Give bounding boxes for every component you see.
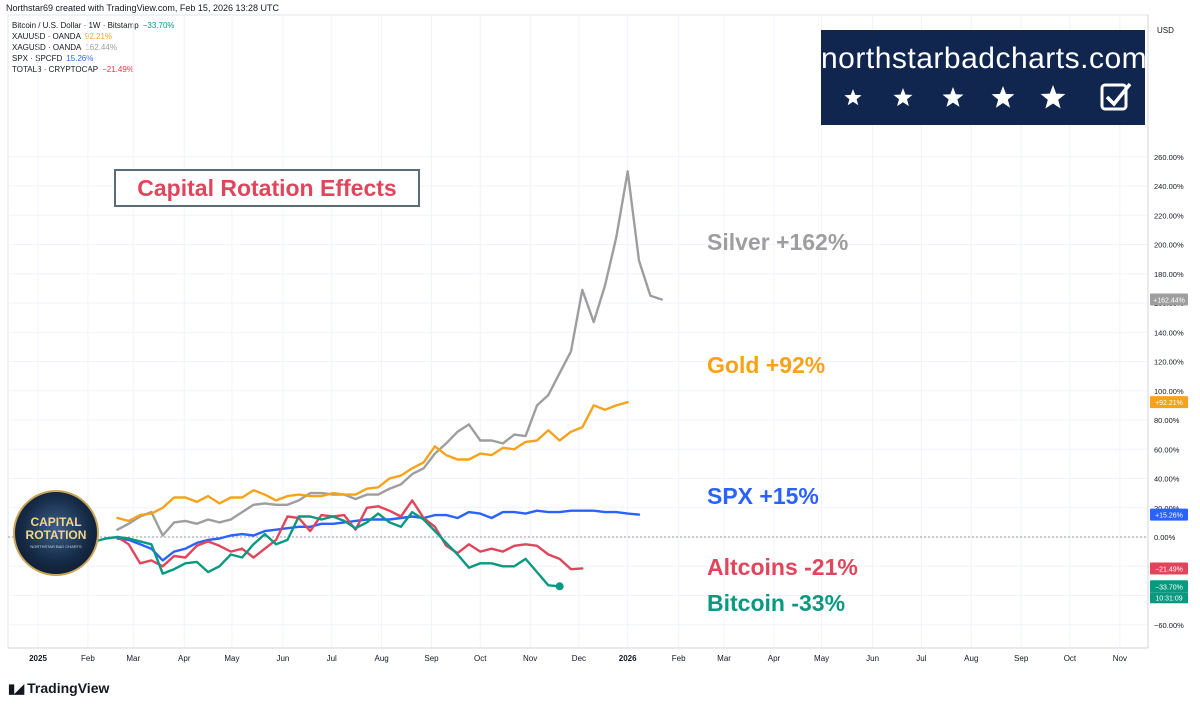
star-icon: [893, 88, 913, 107]
checkmark: [1105, 82, 1132, 107]
axis-value-tag-text: −21.49%: [1155, 566, 1183, 573]
x-tick-label: Mar: [717, 654, 731, 663]
legend-row[interactable]: XAUUSD · OANDA 92.21%: [12, 31, 175, 42]
x-tick-label: Jul: [916, 654, 926, 663]
axis-value-tag-text: +162.44%: [1153, 297, 1185, 304]
rating-stars: [844, 82, 1132, 111]
star-icon: [1040, 85, 1066, 109]
legend-value: −21.49%: [102, 65, 134, 74]
x-tick-label: Oct: [474, 654, 487, 663]
y-tick-label: 40.00%: [1154, 475, 1180, 484]
axis-value-tag-text: +92.21%: [1155, 400, 1183, 407]
legend-row[interactable]: TOTAL3 · CRYPTOCAP −21.49%: [12, 64, 175, 75]
legend-value: 15.26%: [66, 54, 94, 63]
y-tick-label: 60.00%: [1154, 445, 1180, 454]
series-legend: Bitcoin / U.S. Dollar · 1W · Bitstamp −33…: [12, 20, 175, 75]
tradingview-logo-icon: ▮◢: [8, 681, 24, 696]
x-tick-label: 2025: [29, 654, 47, 663]
chart-title: Capital Rotation Effects: [114, 169, 420, 207]
brand-text: northstarbadcharts.com: [821, 42, 1148, 75]
x-tick-label: May: [814, 654, 829, 663]
axis-countdown-text: 10:31:09: [1155, 595, 1182, 602]
legend-label: Bitcoin / U.S. Dollar · 1W · Bitstamp: [12, 21, 139, 30]
series-annotation-altcoins: Altcoins -21%: [707, 554, 858, 580]
series-line-spx[interactable]: [116, 509, 641, 562]
series-annotation-silver: Silver +162%: [707, 229, 848, 255]
y-tick-label: 120.00%: [1154, 358, 1184, 367]
x-tick-label: Nov: [1113, 654, 1127, 663]
y-tick-label: 260.00%: [1154, 153, 1184, 162]
tradingview-logo-text: TradingView: [27, 680, 110, 696]
x-tick-label: Aug: [964, 654, 978, 663]
brand-banner: northstarbadcharts.com: [821, 30, 1148, 125]
legend-row[interactable]: SPX · SPCFD 15.26%: [12, 53, 175, 64]
star-icon: [942, 87, 964, 107]
y-tick-label: 20.00%: [1154, 504, 1180, 513]
legend-row[interactable]: XAGUSD · OANDA 162.44%: [12, 42, 175, 53]
legend-value: −33.70%: [142, 21, 175, 30]
legend-label: XAUUSD · OANDA: [12, 32, 81, 41]
series-line-bitcoin[interactable]: [36, 510, 561, 588]
y-axis-unit-label: USD: [1157, 26, 1174, 35]
x-tick-label: Dec: [572, 654, 586, 663]
legend-value: 92.21%: [84, 32, 113, 41]
y-tick-label: 100.00%: [1154, 387, 1184, 396]
axis-value-tag-bitcoin: [1150, 580, 1188, 593]
star-icon: [991, 86, 1015, 108]
checkbox-frame: [1100, 83, 1128, 111]
legend-value: 162.44%: [85, 43, 117, 52]
x-tick-label: Nov: [523, 654, 537, 663]
y-tick-label: 240.00%: [1154, 182, 1184, 191]
chart-header-text: Northstar69 created with TradingView.com…: [6, 3, 279, 13]
y-tick-label: 180.00%: [1154, 270, 1184, 279]
axis-value-tag-silver: [1150, 293, 1188, 306]
y-tick-label: 200.00%: [1154, 241, 1184, 250]
x-tick-label: Feb: [672, 654, 686, 663]
logo-line-2: ROTATION: [25, 528, 87, 542]
x-tick-label: May: [224, 654, 239, 663]
legend-label: SPX · SPCFD: [12, 54, 63, 63]
logo-line-3: NORTHSTAR BAD CHARTS: [30, 544, 82, 549]
x-tick-label: Mar: [126, 654, 140, 663]
x-tick-label: Sep: [424, 654, 439, 663]
capital-rotation-logo: CAPITAL ROTATION NORTHSTAR BAD CHARTS: [13, 490, 99, 576]
legend-label: XAGUSD · OANDA: [12, 43, 82, 52]
axis-value-tag-gold: [1150, 396, 1188, 409]
y-tick-label: 0.00%: [1154, 533, 1176, 542]
y-tick-label: 220.00%: [1154, 211, 1184, 220]
series-line-altcoins[interactable]: [116, 499, 584, 571]
axis-countdown-tag: [1150, 592, 1188, 604]
y-tick-label: −60.00%: [1154, 621, 1184, 630]
series-endpoint-bitcoin: [555, 582, 564, 591]
legend-row[interactable]: Bitcoin / U.S. Dollar · 1W · Bitstamp −33…: [12, 20, 175, 31]
x-tick-label: Jun: [866, 654, 879, 663]
x-tick-label: Sep: [1014, 654, 1029, 663]
axis-value-tag-altcoins: [1150, 562, 1188, 575]
x-tick-label: Apr: [178, 654, 191, 663]
legend-label: TOTAL3 · CRYPTOCAP: [12, 65, 99, 74]
series-line-silver[interactable]: [116, 170, 663, 537]
x-tick-label: Oct: [1064, 654, 1077, 663]
x-tick-label: Feb: [81, 654, 95, 663]
tradingview-logo[interactable]: ▮◢ TradingView: [8, 680, 109, 697]
series-annotation-spx: SPX +15%: [707, 483, 819, 509]
axis-value-tag-text: +15.26%: [1155, 513, 1183, 520]
y-tick-label: 140.00%: [1154, 328, 1184, 337]
x-tick-label: Apr: [768, 654, 781, 663]
x-tick-label: Jun: [276, 654, 289, 663]
x-tick-label: 2026: [619, 654, 637, 663]
axis-value-tag-text: −33.70%: [1155, 584, 1183, 591]
y-tick-label: 80.00%: [1154, 416, 1180, 425]
logo-line-1: CAPITAL: [30, 515, 82, 529]
series-annotation-gold: Gold +92%: [707, 352, 825, 378]
x-tick-label: Jul: [327, 654, 337, 663]
checkbox-check-icon: [1100, 82, 1132, 111]
x-tick-label: Aug: [374, 654, 388, 663]
star-icon: [844, 89, 862, 106]
axis-value-tag-spx: [1150, 508, 1188, 521]
series-annotation-bitcoin: Bitcoin -33%: [707, 590, 845, 616]
series-line-gold[interactable]: [116, 401, 629, 523]
